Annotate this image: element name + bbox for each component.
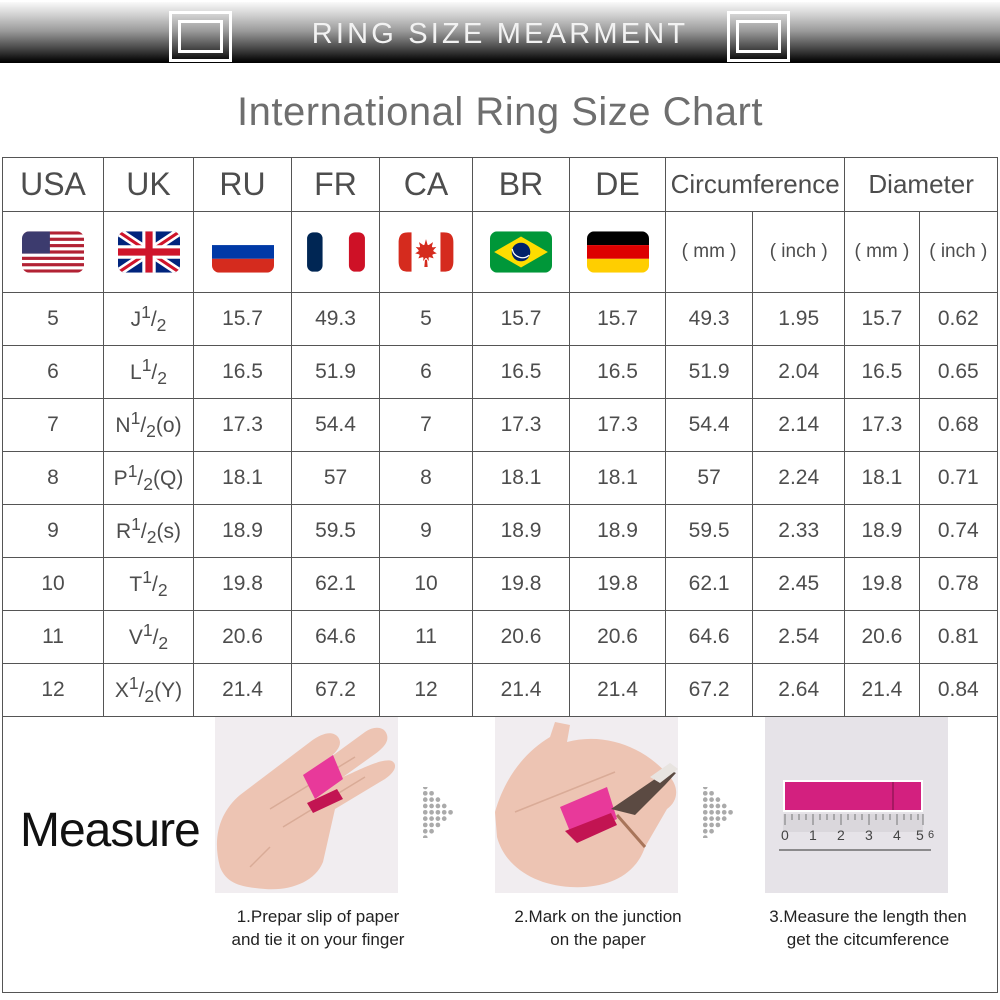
svg-text:3: 3 xyxy=(865,827,873,843)
svg-text:4: 4 xyxy=(893,827,901,843)
svg-text:5: 5 xyxy=(916,827,924,843)
svg-text:1: 1 xyxy=(809,827,817,843)
svg-text:0: 0 xyxy=(781,827,789,843)
svg-text:6: 6 xyxy=(928,829,934,841)
svg-text:2: 2 xyxy=(837,827,845,843)
